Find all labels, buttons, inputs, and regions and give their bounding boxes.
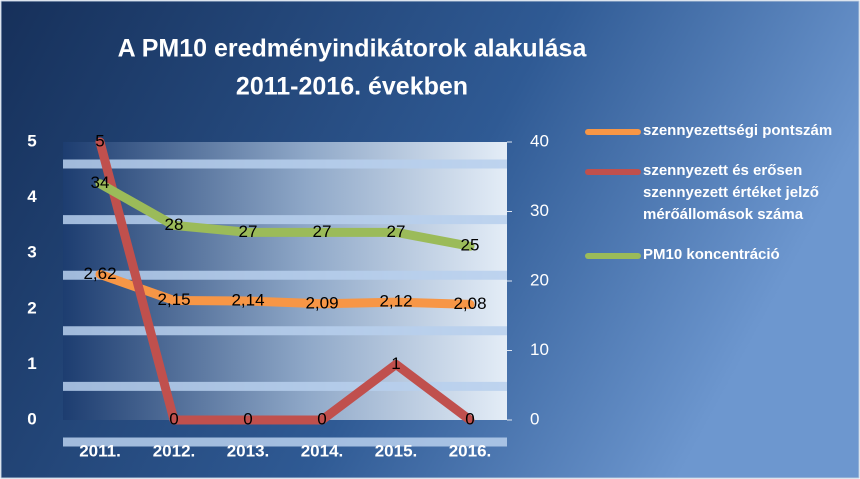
- data-label: 27: [239, 222, 258, 241]
- legend-label: szennyezettségi pontszám: [643, 122, 833, 139]
- data-label: 2,15: [157, 290, 190, 309]
- series-line: [95, 137, 475, 425]
- x-tick-label: 2012.: [153, 441, 196, 460]
- y-tick-label: 5: [27, 131, 36, 150]
- data-label: 25: [461, 236, 480, 255]
- legend-item: PM10 koncentráció: [585, 244, 855, 266]
- legend-item: szennyezettségi pontszám: [585, 120, 855, 142]
- data-label: 0: [317, 409, 326, 428]
- legend-swatch: [585, 129, 641, 135]
- legend-label: szennyezett és erősen szennyezett értéke…: [643, 162, 819, 223]
- data-label: 27: [387, 222, 406, 241]
- x-tick-label: 2011.: [79, 441, 121, 460]
- data-label: 2,14: [231, 291, 264, 310]
- legend-swatch: [585, 253, 641, 259]
- data-label: 0: [243, 409, 252, 428]
- data-label: 34: [91, 173, 110, 192]
- legend-label: PM10 koncentráció: [643, 246, 780, 263]
- y2-tick-label: 0: [530, 409, 539, 428]
- data-label: 2,08: [453, 294, 486, 313]
- series-line: [95, 269, 475, 309]
- data-label: 27: [313, 222, 332, 241]
- legend-item: szennyezett és erősen szennyezett értéke…: [585, 160, 855, 226]
- y-tick-label: 0: [27, 409, 36, 428]
- x-tick-label: 2014.: [301, 441, 344, 460]
- x-tick-label: 2016.: [449, 441, 492, 460]
- data-label: 2,12: [379, 292, 412, 311]
- y-tick-label: 3: [27, 243, 36, 262]
- series-line: [95, 179, 475, 251]
- y-tick-label: 1: [27, 354, 36, 373]
- y-tick-label: 4: [27, 187, 37, 206]
- y2-tick-label: 10: [530, 340, 549, 359]
- y2-tick-label: 30: [530, 201, 549, 220]
- y2-tick-label: 40: [530, 131, 549, 150]
- data-label: 2,62: [83, 264, 116, 283]
- data-label: 5: [95, 131, 104, 150]
- data-label: 1: [391, 354, 400, 373]
- data-label: 2,09: [305, 293, 338, 312]
- y-tick-label: 2: [27, 298, 36, 317]
- legend: szennyezettségi pontszám szennyezett és e…: [585, 120, 855, 284]
- data-label: 0: [169, 409, 178, 428]
- data-label: 28: [165, 215, 184, 234]
- legend-swatch: [585, 169, 641, 175]
- data-label: 0: [465, 409, 474, 428]
- chart-title: 2011-2016. években: [236, 73, 468, 101]
- x-tick-label: 2013.: [227, 441, 270, 460]
- y2-tick-label: 20: [530, 270, 549, 289]
- chart-title: A PM10 eredményindikátorok alakulása: [118, 35, 588, 63]
- x-tick-label: 2015.: [375, 441, 418, 460]
